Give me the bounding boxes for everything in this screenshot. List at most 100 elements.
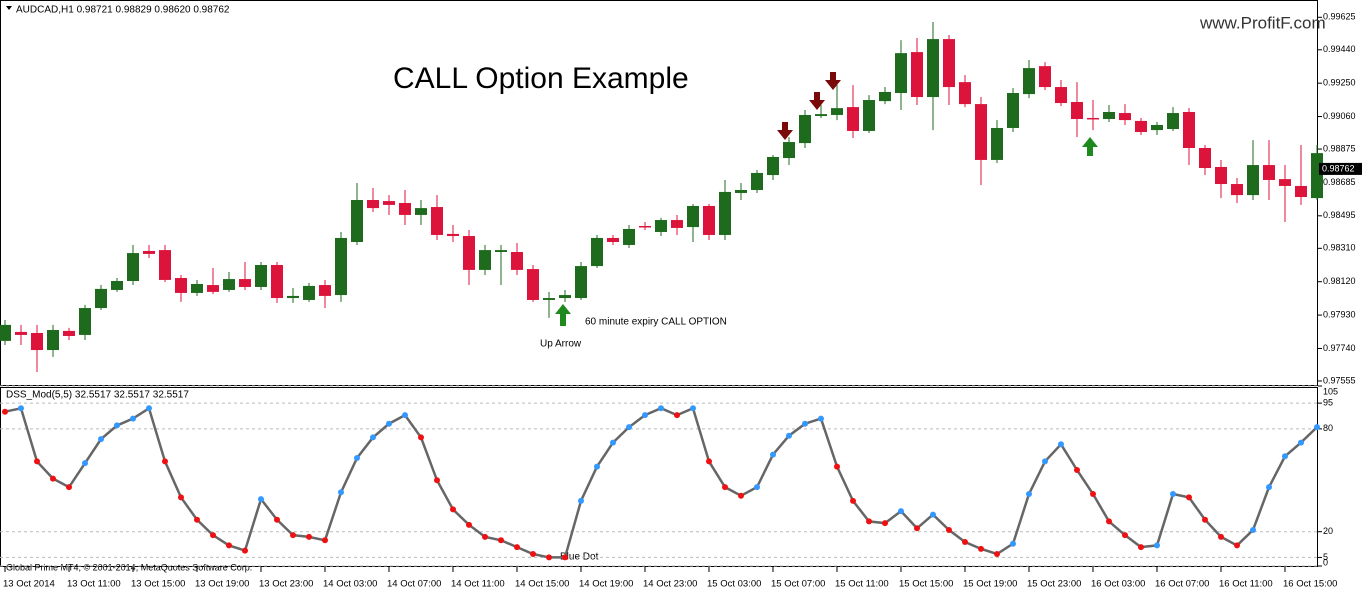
candle-body xyxy=(367,200,379,209)
candle-body xyxy=(1231,184,1243,196)
candle-body xyxy=(255,265,267,287)
x-tick-label: 13 Oct 23:00 xyxy=(259,579,313,590)
y-tick-label: 0.99250 xyxy=(1323,78,1356,88)
x-tick-label: 15 Oct 19:00 xyxy=(963,579,1017,590)
dss-dot xyxy=(322,537,328,544)
y-tick-label: 0.99625 xyxy=(1323,12,1356,22)
annotation: Up Arrow xyxy=(540,339,582,350)
candle-body xyxy=(383,201,395,205)
dss-dot xyxy=(226,542,232,549)
dss-dot xyxy=(258,496,264,503)
x-tick-label: 14 Oct 19:00 xyxy=(579,579,633,590)
candle-body xyxy=(911,52,923,98)
dss-dot xyxy=(162,458,168,465)
dss-dot xyxy=(66,484,72,491)
dss-dot xyxy=(130,415,136,422)
candle-body xyxy=(1215,166,1227,185)
candle-body xyxy=(351,200,363,242)
dss-dot xyxy=(562,554,568,561)
candle-body xyxy=(463,236,475,270)
candle-body xyxy=(623,228,635,245)
up-arrows xyxy=(555,137,1098,326)
candle-body xyxy=(175,278,187,293)
dss-dot xyxy=(370,434,376,441)
candle-body xyxy=(143,250,155,254)
candle-body xyxy=(0,324,11,341)
dss-dot xyxy=(210,532,216,539)
candle-body xyxy=(799,114,811,144)
dss-dot xyxy=(1042,458,1048,465)
candle-body xyxy=(895,53,907,94)
dss-dot xyxy=(466,521,472,528)
candle-body xyxy=(1055,87,1067,104)
y-tick-label: 20 xyxy=(1323,526,1333,536)
dss-dot xyxy=(706,458,712,465)
y-tick-label: 0.99060 xyxy=(1323,111,1356,121)
candle-body xyxy=(31,332,43,351)
dss-dot xyxy=(642,412,648,419)
candle-body xyxy=(783,142,795,159)
candle-body xyxy=(415,208,427,215)
candle-body xyxy=(159,250,171,280)
dss-dot xyxy=(18,405,24,412)
dss-dot xyxy=(1026,491,1032,497)
y-tick-label: 0.98495 xyxy=(1323,210,1356,220)
y-tick-label: 95 xyxy=(1323,398,1333,408)
annotation: 60 minute expiry CALL OPTION xyxy=(585,317,727,328)
y-tick-label: 0.97740 xyxy=(1323,343,1356,353)
candle-body xyxy=(223,279,235,290)
dss-dot xyxy=(946,527,952,533)
dss-dot xyxy=(850,497,856,504)
x-tick-label: 14 Oct 11:00 xyxy=(451,579,505,590)
y-tick-label: 0.99440 xyxy=(1323,44,1356,54)
dss-dot xyxy=(146,405,152,412)
candle-body xyxy=(847,107,859,131)
x-tick-label: 13 Oct 15:00 xyxy=(131,579,185,590)
dss-dot xyxy=(1074,467,1080,473)
candle-body xyxy=(1247,165,1259,196)
dss-dot xyxy=(178,494,184,501)
dss-dot xyxy=(930,511,936,518)
candle-body xyxy=(47,330,59,351)
candle-body xyxy=(271,265,283,299)
dss-dot xyxy=(866,518,872,525)
candle-body xyxy=(95,288,107,309)
dss-dot xyxy=(194,516,200,523)
y-tick-label: 105 xyxy=(1323,386,1338,396)
candle-body xyxy=(879,91,891,102)
dss-dot xyxy=(290,532,296,539)
y-tick-label: 0.97555 xyxy=(1323,375,1356,385)
indicator-panel xyxy=(0,387,1318,567)
candle-body xyxy=(751,172,763,190)
current-price-label: 0.98762 xyxy=(1322,163,1355,173)
dss-dot xyxy=(994,551,1000,557)
candle-body xyxy=(863,100,875,131)
candle-body xyxy=(495,250,507,253)
x-tick-label: 15 Oct 15:00 xyxy=(899,579,953,590)
x-tick-label: 14 Oct 15:00 xyxy=(515,579,569,590)
candle-body xyxy=(191,283,203,293)
price-panel xyxy=(0,0,1318,386)
candle-body xyxy=(1279,179,1291,186)
y-tick-label: 5 xyxy=(1323,552,1328,562)
dss-dot xyxy=(434,477,440,484)
dss-dot xyxy=(594,463,600,470)
dss-dot xyxy=(1154,542,1160,549)
dss-dot xyxy=(354,455,360,461)
chart-title: CALL Option Example xyxy=(393,62,689,95)
dss-dot xyxy=(1202,516,1208,523)
dss-dot xyxy=(1058,441,1064,448)
x-tick-label: 14 Oct 03:00 xyxy=(323,579,377,590)
candle-body xyxy=(927,39,939,98)
candle-body xyxy=(975,104,987,160)
dss-dot xyxy=(1218,533,1224,540)
x-tick-label: 13 Oct 2014 xyxy=(3,579,55,590)
dss-dot xyxy=(82,460,88,467)
dss-dot xyxy=(1282,453,1288,460)
candle-body xyxy=(303,285,315,300)
candle-body xyxy=(239,279,251,287)
candle-body xyxy=(1007,93,1019,128)
candle-body xyxy=(575,266,587,299)
dss-dot xyxy=(242,547,248,554)
